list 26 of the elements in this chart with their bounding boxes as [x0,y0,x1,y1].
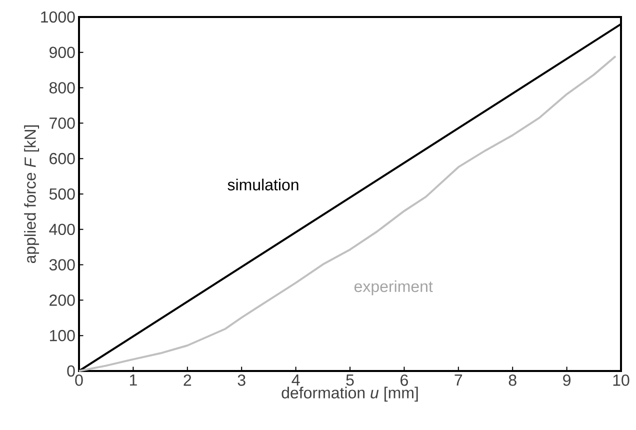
x-tick-label: 6 [400,374,408,386]
y-tick-label: 900 [50,46,75,58]
x-tick-label: 10 [613,374,630,386]
y-tick-label: 400 [49,224,75,236]
x-tick-label: 1 [130,374,137,386]
x-tick-label: 3 [238,374,246,386]
y-tick-label: 600 [50,152,75,164]
y-tick-label: 1000 [41,11,75,23]
y-tick-label: 700 [50,118,75,129]
text: simulation [228,178,298,190]
y-tick-label: 100 [50,330,75,342]
x-tick-label: 5 [346,374,354,386]
x-tick-label: 2 [184,374,192,386]
y-axis-title: applied force F [kN] [24,125,40,264]
x-tick-label: 7 [454,374,462,386]
y-tick-label: 800 [49,82,75,94]
series-label: experiment [354,280,433,296]
y-tick-label: 200 [50,294,75,306]
y-tick-label: 0 [67,365,75,377]
y-tick-label: 500 [49,188,75,200]
x-tick-label: 0 [75,374,83,386]
y-tick-label: 300 [49,259,75,270]
x-axis-title: deformation u [mm] [282,386,418,402]
x-tick-label: 9 [563,374,570,386]
x-tick-label: 4 [292,374,300,386]
x-tick-label: 8 [508,374,516,386]
